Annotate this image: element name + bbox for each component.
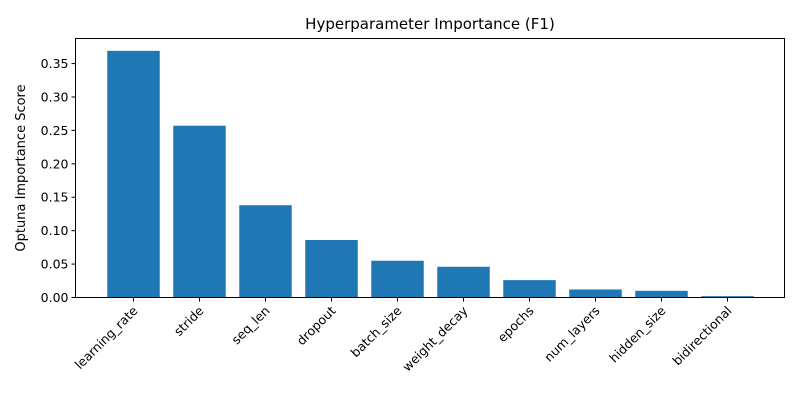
x-tick-label: learning_rate [72,303,141,372]
y-tick-label: 0.15 [41,190,69,205]
y-tick-label: 0.20 [41,156,69,171]
bar-epochs [503,280,556,298]
bar-learning-rate [107,50,160,298]
x-tick-label: hidden_size [606,303,669,366]
plot-frame [75,38,785,298]
x-tick-label: seq_len [228,303,272,347]
y-tick-label: 0.25 [41,123,69,138]
bar-seq-len [239,205,292,298]
bar-weight-decay [437,266,490,298]
bars-group [107,50,754,298]
y-tick-label: 0.35 [41,56,69,71]
chart-title: Hyperparameter Importance (F1) [305,15,555,33]
y-tick-label: 0.30 [41,89,69,104]
y-tick-label: 0.00 [41,290,69,305]
bar-stride [173,125,226,298]
bar-num-layers [569,289,622,298]
x-tick-label: num_layers [541,303,603,365]
x-tick-label: stride [171,303,207,339]
x-ticks-group: learning_rate stride seq_len dropout batch_s… [72,297,735,375]
y-tick-label: 0.10 [41,223,69,238]
x-tick-label: epochs [494,303,536,345]
bar-hidden-size [635,290,688,298]
x-tick-label: batch_size [348,303,405,360]
x-tick-label: weight_decay [399,303,471,375]
y-ticks-group: 0.00 0.05 0.10 0.15 0.20 0.25 0.30 0.35 [41,56,76,305]
x-tick-label: bidirectional [669,303,734,368]
x-tick-label: dropout [293,303,338,348]
y-axis-label: Optuna Importance Score [14,84,29,251]
bar-dropout [305,240,358,298]
y-tick-label: 0.05 [41,257,69,272]
bar-batch-size [371,260,424,298]
bar-bidirectional [701,296,754,298]
